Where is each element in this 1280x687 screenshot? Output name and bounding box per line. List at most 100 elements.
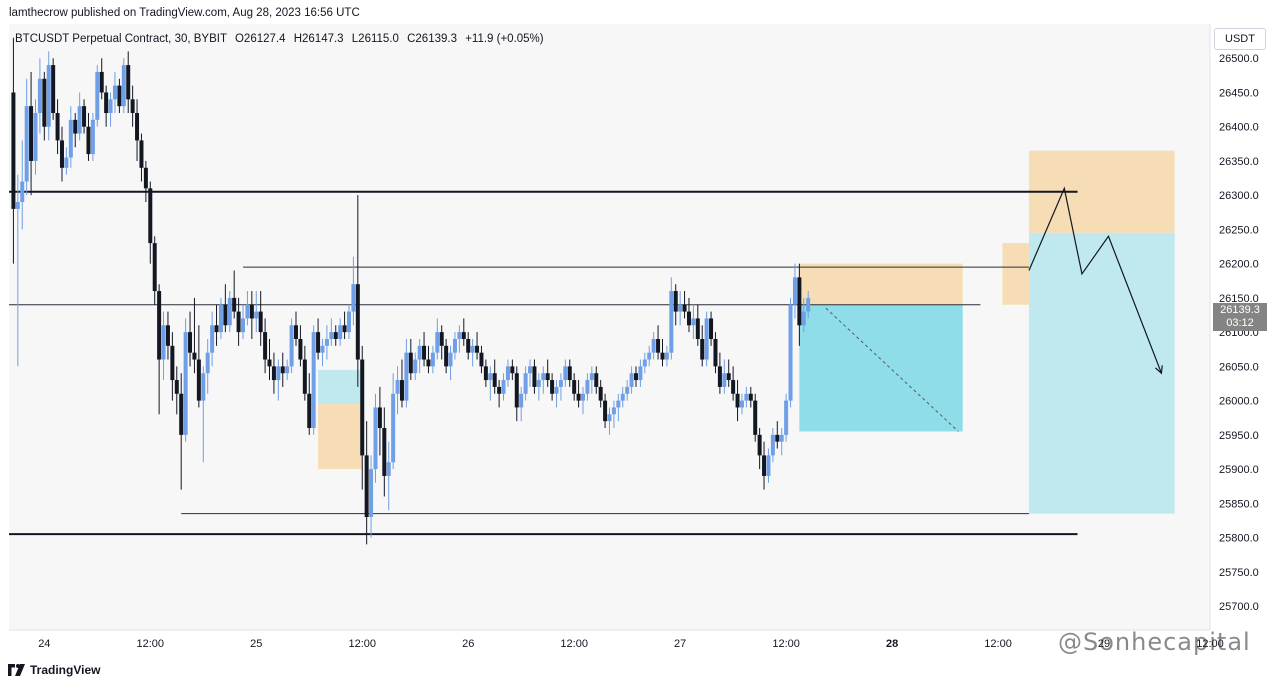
candle-body-46 bbox=[214, 325, 219, 333]
candle-body-116 bbox=[523, 373, 528, 394]
candle-body-176 bbox=[788, 304, 793, 401]
time-tick-label: 29 bbox=[1098, 638, 1110, 650]
candle-body-18 bbox=[90, 119, 95, 155]
currency-selector[interactable]: USDT bbox=[1214, 28, 1266, 50]
candle-body-5 bbox=[33, 113, 38, 161]
candle-body-1 bbox=[15, 202, 20, 209]
candle-body-28 bbox=[135, 113, 140, 141]
dashed-trend-line bbox=[825, 307, 959, 432]
candle-body-58 bbox=[267, 359, 272, 367]
candle-body-73 bbox=[333, 332, 338, 339]
candle-body-134 bbox=[603, 400, 608, 422]
long-zone-6 bbox=[1028, 232, 1175, 514]
candle-body-36 bbox=[170, 345, 175, 381]
candle-body-123 bbox=[554, 386, 559, 394]
candle-body-90 bbox=[408, 352, 413, 374]
candle-body-54 bbox=[249, 304, 254, 319]
candle-body-146 bbox=[656, 338, 661, 353]
published-caption: lamthecrow published on TradingView.com,… bbox=[9, 7, 360, 19]
candle-body-92 bbox=[417, 345, 422, 360]
candle-body-35 bbox=[165, 325, 170, 346]
candle-body-77 bbox=[351, 284, 356, 312]
candle-body-74 bbox=[338, 325, 343, 339]
chart-background bbox=[9, 24, 1210, 630]
candle-body-167 bbox=[748, 393, 753, 401]
candle-body-82 bbox=[373, 407, 378, 470]
candle-body-15 bbox=[77, 106, 82, 134]
ohlc-low: L26115.0 bbox=[352, 33, 399, 45]
candle-body-152 bbox=[682, 304, 687, 312]
price-tick-label: 25950.0 bbox=[1219, 430, 1259, 442]
candle-body-2 bbox=[20, 181, 25, 203]
candle-body-148 bbox=[664, 352, 669, 360]
candle-body-128 bbox=[576, 393, 581, 401]
candle-body-93 bbox=[422, 345, 427, 360]
candle-body-102 bbox=[461, 332, 466, 339]
candle-body-48 bbox=[223, 304, 228, 326]
candle-body-61 bbox=[280, 366, 285, 374]
candle-body-143 bbox=[642, 359, 647, 367]
time-tick-label: 12:00 bbox=[137, 638, 165, 650]
candle-body-59 bbox=[271, 366, 276, 381]
candle-body-100 bbox=[452, 338, 457, 353]
last-price-value: 26139.3 bbox=[1220, 304, 1260, 316]
time-tick-label: 24 bbox=[38, 638, 50, 650]
candle-body-177 bbox=[792, 277, 797, 305]
candle-body-113 bbox=[510, 366, 515, 374]
candle-body-157 bbox=[704, 318, 709, 360]
candle-body-135 bbox=[607, 414, 612, 422]
candlestick-series bbox=[11, 37, 811, 545]
candle-body-32 bbox=[152, 243, 157, 292]
candle-body-72 bbox=[329, 332, 334, 339]
candle-body-81 bbox=[369, 469, 374, 518]
candle-body-109 bbox=[492, 373, 497, 387]
candle-body-67 bbox=[307, 393, 312, 428]
price-tick-label: 25750.0 bbox=[1219, 567, 1259, 579]
candle-body-31 bbox=[148, 188, 153, 244]
candle-body-29 bbox=[139, 140, 144, 168]
candle-body-138 bbox=[620, 393, 625, 401]
candle-body-180 bbox=[806, 297, 811, 312]
candle-body-124 bbox=[558, 380, 563, 387]
candle-body-139 bbox=[625, 386, 630, 394]
candle-body-111 bbox=[501, 380, 506, 394]
candle-body-6 bbox=[37, 78, 42, 114]
candle-body-33 bbox=[157, 291, 162, 360]
time-tick-label: 26 bbox=[462, 638, 474, 650]
candle-body-142 bbox=[638, 366, 643, 381]
candle-body-141 bbox=[633, 373, 638, 381]
time-tick-label: 12:00 bbox=[560, 638, 588, 650]
candle-body-27 bbox=[130, 99, 135, 114]
candle-body-63 bbox=[289, 325, 294, 367]
candle-body-154 bbox=[691, 318, 696, 326]
time-tick-label: 27 bbox=[674, 638, 686, 650]
author-watermark: @Sonhecapital bbox=[1058, 628, 1251, 656]
candle-body-163 bbox=[731, 380, 736, 394]
candle-body-7 bbox=[42, 78, 47, 127]
candle-body-9 bbox=[51, 65, 56, 114]
projection-path bbox=[1028, 186, 1162, 374]
candle-body-175 bbox=[784, 400, 789, 435]
candle-body-174 bbox=[779, 434, 784, 442]
symbol-legend[interactable]: BTCUSDT Perpetual Contract, 30, BYBIT O2… bbox=[15, 33, 544, 45]
candle-body-19 bbox=[95, 71, 100, 120]
candle-body-140 bbox=[629, 373, 634, 387]
price-tick-label: 26000.0 bbox=[1219, 396, 1259, 408]
candle-body-162 bbox=[726, 373, 731, 381]
ohlc-open: O26127.4 bbox=[235, 33, 286, 45]
candle-body-80 bbox=[364, 455, 369, 518]
candle-body-144 bbox=[647, 352, 652, 360]
price-axis[interactable]: 26500.0 26450.0 26400.0 26350.0 26300.0 26250… bbox=[1219, 53, 1259, 613]
candle-body-136 bbox=[611, 407, 616, 415]
candle-body-83 bbox=[377, 407, 382, 428]
price-tick-label: 26050.0 bbox=[1219, 361, 1259, 373]
candle-body-105 bbox=[475, 345, 480, 353]
candle-body-125 bbox=[563, 366, 568, 381]
time-axis[interactable]: 24 12:00 25 12:00 26 12:00 27 12:00 28 12:00 29 12:… bbox=[38, 638, 1224, 650]
tradingview-logo[interactable]: TradingView bbox=[8, 663, 100, 677]
candle-body-70 bbox=[320, 345, 325, 353]
candle-body-147 bbox=[660, 352, 665, 360]
candle-body-76 bbox=[346, 311, 351, 333]
candle-body-65 bbox=[298, 338, 303, 360]
